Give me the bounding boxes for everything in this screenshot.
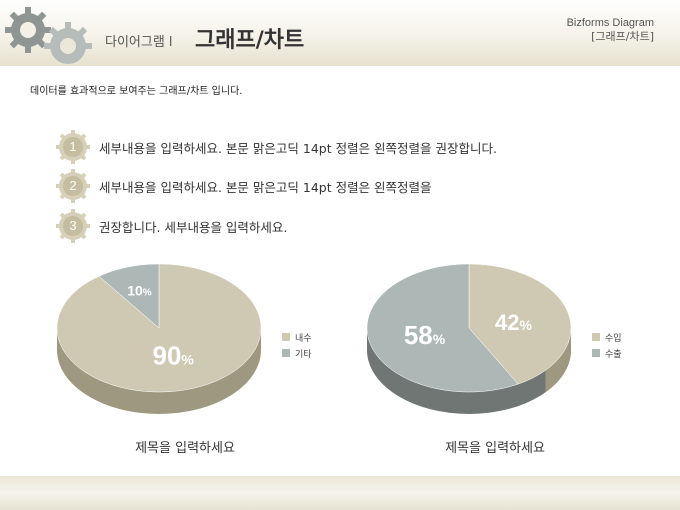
gear-number-icon: 2 <box>56 169 90 203</box>
pie-side <box>545 328 571 393</box>
header-subtitle: 다이어그램 l <box>105 35 173 50</box>
gear-number-icon: 3 <box>56 209 90 243</box>
legend-label: 기타 <box>295 349 312 360</box>
pie-slice <box>468 263 572 385</box>
bullet-number: 3 <box>69 218 77 233</box>
intro-text: 데이터를 효과적으로 보여주는 그래프/차트 입니다. <box>30 86 243 97</box>
pie-chart-1-legend: 내수 기타 <box>282 329 312 361</box>
bullet-text: 세부내용을 입력하세요. 본문 맑은고딕 14pt 정렬은 왼쪽정렬을 <box>99 179 432 195</box>
pie-chart-2-legend: 수입 수출 <box>592 329 622 361</box>
bullet-item-3: 3 권장합니다. 세부내용을 입력하세요. <box>56 209 287 243</box>
brand-block: Bizforms Diagram [그래프/차트] <box>567 16 654 44</box>
pie-chart-1-title: 제목을 입력하세요 <box>135 441 235 456</box>
bullet-text: 세부내용을 입력하세요. 본문 맑은고딕 14pt 정렬은 왼쪽정렬을 권장합니… <box>99 140 498 156</box>
pie-chart-1: 90% 10% <box>55 260 275 434</box>
bullet-item-1: 1 세부내용을 입력하세요. 본문 맑은고딕 14pt 정렬은 왼쪽정렬을 권장… <box>56 130 497 164</box>
gear-number-icon: 1 <box>56 130 90 164</box>
pie-chart-2: 42% 58% <box>365 260 585 434</box>
legend-label: 수출 <box>605 349 622 360</box>
legend-swatch <box>592 349 600 357</box>
pie-side <box>57 328 261 414</box>
footer-band <box>0 476 680 510</box>
header-band: 다이어그램 l 그래프/차트 Bizforms Diagram [그래프/차트] <box>0 0 680 66</box>
pie-slice <box>366 263 519 393</box>
legend-swatch <box>282 333 290 341</box>
bullet-item-2: 2 세부내용을 입력하세요. 본문 맑은고딕 14pt 정렬은 왼쪽정렬을 <box>56 169 432 203</box>
pie-chart-2-title: 제목을 입력하세요 <box>445 441 545 456</box>
pie-slice <box>98 263 160 329</box>
bullet-number: 1 <box>69 139 77 154</box>
brand-subtitle: [그래프/차트] <box>591 30 654 43</box>
pie-side <box>367 328 571 414</box>
page-title: 그래프/차트 <box>195 28 305 53</box>
bullet-text: 권장합니다. 세부내용을 입력하세요. <box>99 219 288 235</box>
legend-label: 수입 <box>605 333 622 344</box>
bullet-number: 2 <box>69 178 77 193</box>
legend-swatch <box>282 349 290 357</box>
gear-logo-icon <box>5 7 92 64</box>
data-label: 90% <box>152 340 194 370</box>
legend-label: 내수 <box>295 333 312 344</box>
brand-name: Bizforms Diagram <box>566 17 654 29</box>
legend-swatch <box>592 333 600 341</box>
